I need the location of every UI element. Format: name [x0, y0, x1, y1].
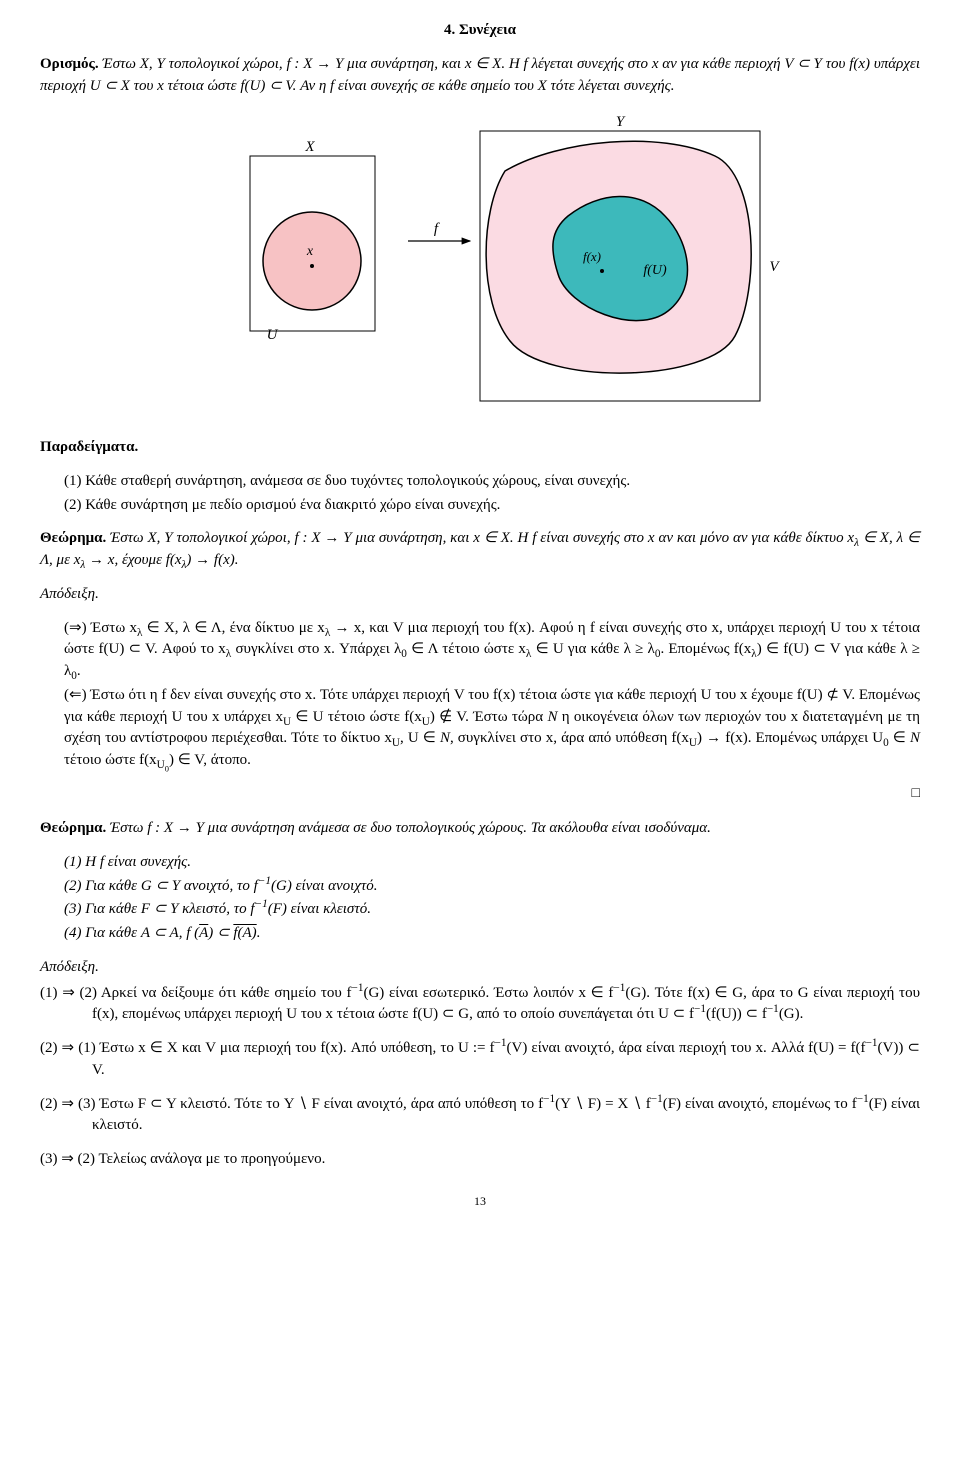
x-point	[310, 264, 314, 268]
theorem-2-item: (3) Για κάθε F ⊂ Y κλειστό, το f−1(F) εί…	[64, 899, 920, 921]
example-item: (2) Κάθε συνάρτηση με πεδίο ορισμού ένα …	[64, 495, 920, 517]
proof-2-item: (1) ⇒ (2) Αρκεί να δείξουμε ότι κάθε σημ…	[40, 983, 920, 1027]
proof-2-item: (2) ⇒ (3) Έστω F ⊂ Y κλειστό. Τότε το Y …	[40, 1094, 920, 1138]
proof-1-list: (⇒) Έστω xλ ∈ X, λ ∈ Λ, ένα δίκτυο με xλ…	[64, 618, 920, 772]
theorem-prefix: Θεώρημα.	[40, 820, 106, 836]
page-number: 13	[40, 1193, 920, 1210]
theorem-2-item: (4) Για κάθε A ⊂ A, f (A) ⊂ f(A).	[64, 923, 920, 945]
proof-1-item: (⇐) Έστω ότι η f δεν είναι συνεχής στο x…	[64, 685, 920, 772]
theorem-2-item: (2) Για κάθε G ⊂ Y ανοιχτό, το f−1(G) εί…	[64, 876, 920, 898]
theorem-2-body: Έστω f : X → Y μια συνάρτηση ανάμεσα σε …	[110, 820, 711, 836]
examples-list: (1) Κάθε σταθερή συνάρτηση, ανάμεσα σε δ…	[64, 471, 920, 517]
proof-1-item: (⇒) Έστω xλ ∈ X, λ ∈ Λ, ένα δίκτυο με xλ…	[64, 618, 920, 683]
fx-point	[600, 269, 604, 273]
label-Y: Y	[616, 114, 626, 130]
proof-2-heading: Απόδειξη.	[40, 957, 920, 979]
label-fx: f(x)	[583, 249, 601, 264]
continuity-figure: Y X f x U f(x) f(U) V	[40, 111, 920, 419]
label-U: U	[267, 327, 279, 343]
theorem-1-body: Έστω X, Y τοπολογικοί χώροι, f : X → Y μ…	[40, 530, 920, 568]
example-item: (1) Κάθε σταθερή συνάρτηση, ανάμεσα σε δ…	[64, 471, 920, 493]
definition-prefix: Ορισμός.	[40, 56, 99, 72]
section-title: 4. Συνέχεια	[40, 20, 920, 42]
qed-symbol: □	[40, 784, 920, 804]
examples-heading: Παραδείγματα.	[40, 437, 920, 459]
u-neighborhood-disk	[263, 212, 361, 310]
proof-2-list: (1) ⇒ (2) Αρκεί να δείξουμε ότι κάθε σημ…	[40, 983, 920, 1171]
theorem-1: Θεώρημα. Έστω X, Y τοπολογικοί χώροι, f …	[40, 528, 920, 572]
label-fU: f(U)	[643, 263, 667, 278]
label-X: X	[304, 139, 315, 155]
definition-body: Έστω X, Y τοπολογικοί χώροι, f : X → Y μ…	[40, 56, 920, 94]
theorem-prefix: Θεώρημα.	[40, 530, 106, 546]
label-f: f	[434, 221, 440, 237]
proof-1-heading: Απόδειξη.	[40, 584, 920, 606]
theorem-2: Θεώρημα. Έστω f : X → Y μια συνάρτηση αν…	[40, 818, 920, 840]
theorem-2-item: (1) Η f είναι συνεχής.	[64, 852, 920, 874]
proof-2-item: (2) ⇒ (1) Έστω x ∈ X και V μια περιοχή τ…	[40, 1038, 920, 1082]
theorem-2-items: (1) Η f είναι συνεχής. (2) Για κάθε G ⊂ …	[64, 852, 920, 945]
label-x: x	[306, 244, 314, 259]
proof-2-item: (3) ⇒ (2) Τελείως ανάλογα με το προηγούμ…	[40, 1149, 920, 1171]
label-V: V	[769, 259, 780, 275]
definition-paragraph: Ορισμός. Έστω X, Y τοπολογικοί χώροι, f …	[40, 54, 920, 98]
